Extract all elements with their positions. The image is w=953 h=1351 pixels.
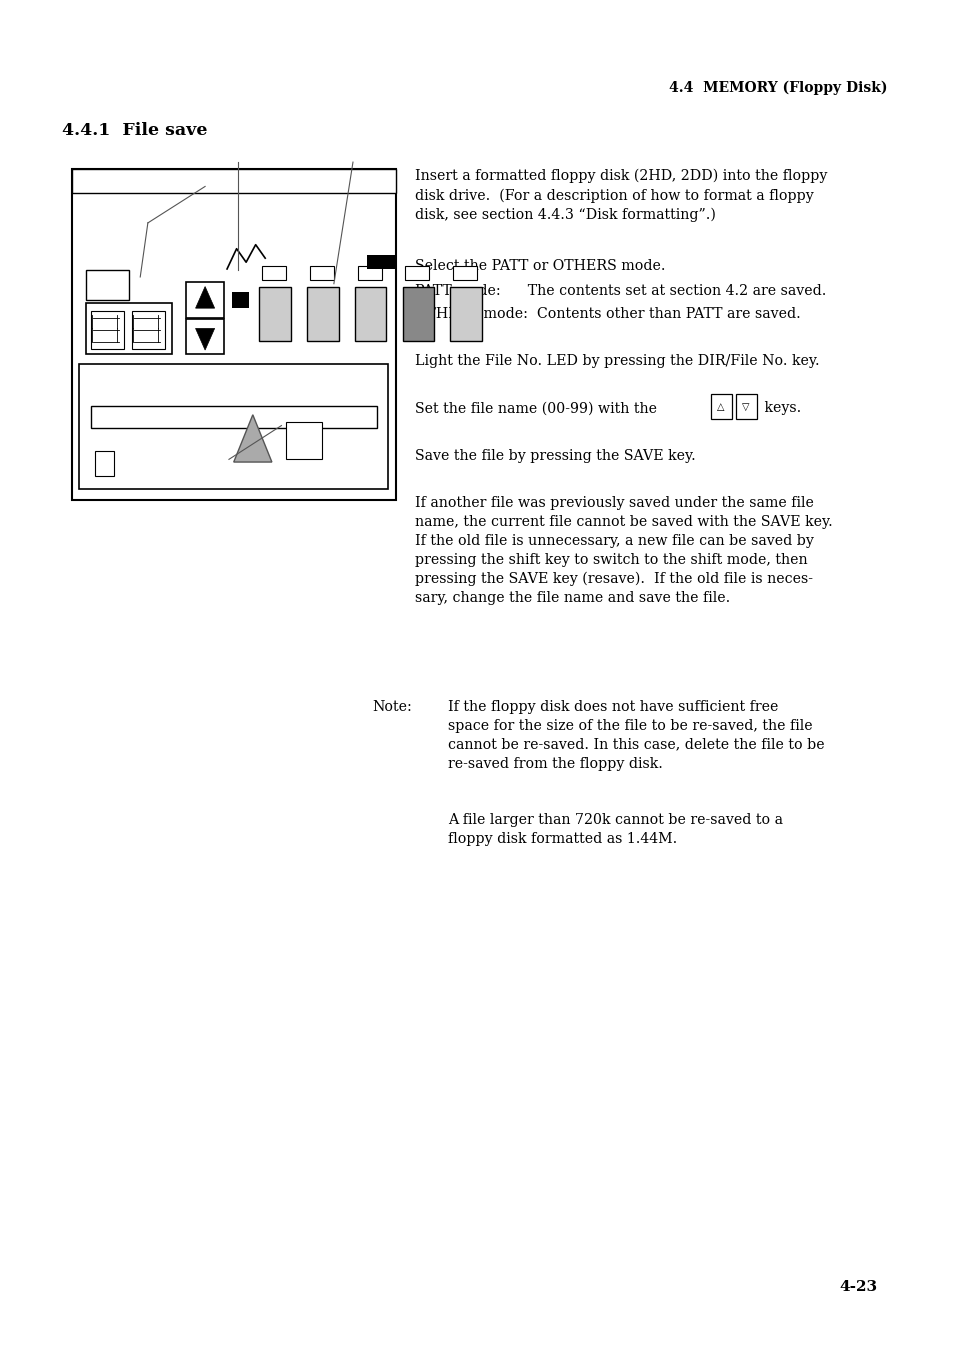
Bar — [453, 266, 476, 280]
Bar — [735, 394, 756, 419]
Polygon shape — [233, 415, 272, 462]
Text: A file larger than 720k cannot be re-saved to a
floppy disk formatted as 1.44M.: A file larger than 720k cannot be re-sav… — [448, 813, 782, 846]
Bar — [71, 169, 395, 193]
Text: 4-23: 4-23 — [839, 1281, 877, 1294]
Text: Light the File No. LED by pressing the DIR/File No. key.: Light the File No. LED by pressing the D… — [415, 354, 819, 367]
Bar — [86, 270, 129, 300]
Bar — [186, 319, 224, 354]
Text: Select the PATT or OTHERS mode.: Select the PATT or OTHERS mode. — [415, 259, 665, 273]
Text: If another file was previously saved under the same file
name, the current file : If another file was previously saved und… — [415, 496, 832, 605]
Text: keys.: keys. — [760, 401, 801, 415]
Bar — [450, 286, 481, 340]
Text: Save the file by pressing the SAVE key.: Save the file by pressing the SAVE key. — [415, 449, 695, 462]
Bar — [91, 311, 124, 349]
Bar — [355, 286, 386, 340]
Bar — [132, 311, 165, 349]
Bar — [262, 266, 286, 280]
Bar — [710, 394, 731, 419]
Text: 4.4  MEMORY (Floppy Disk): 4.4 MEMORY (Floppy Disk) — [668, 81, 886, 96]
Bar — [310, 266, 334, 280]
Bar — [307, 286, 338, 340]
Bar — [95, 451, 114, 476]
Text: ▽: ▽ — [741, 401, 749, 412]
Text: 4.4.1  File save: 4.4.1 File save — [62, 122, 208, 139]
Text: OTHERS mode:  Contents other than PATT are saved.: OTHERS mode: Contents other than PATT ar… — [415, 307, 800, 320]
Polygon shape — [195, 286, 214, 308]
Text: △: △ — [717, 401, 724, 412]
Polygon shape — [195, 328, 214, 350]
Text: Insert a formatted floppy disk (2HD, 2DD) into the floppy
disk drive.  (For a de: Insert a formatted floppy disk (2HD, 2DD… — [415, 169, 826, 223]
Text: If the floppy disk does not have sufficient free
space for the size of the file : If the floppy disk does not have suffici… — [448, 700, 824, 770]
Text: PATT mode:      The contents set at section 4.2 are saved.: PATT mode: The contents set at section 4… — [415, 284, 825, 297]
Bar — [402, 286, 434, 340]
Bar — [91, 407, 376, 428]
Bar — [259, 286, 291, 340]
Bar — [357, 266, 381, 280]
Text: Set the file name (00-99) with the: Set the file name (00-99) with the — [415, 401, 660, 415]
Bar — [71, 169, 395, 500]
Bar — [405, 266, 429, 280]
Bar — [186, 282, 224, 317]
Bar — [286, 422, 322, 459]
Bar — [232, 292, 249, 308]
Bar — [86, 303, 172, 354]
Text: Note:: Note: — [372, 700, 412, 713]
Bar — [79, 363, 388, 489]
Bar — [367, 255, 395, 269]
